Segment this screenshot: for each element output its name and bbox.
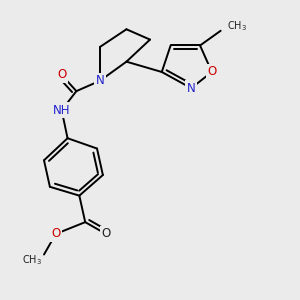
Text: CH$_3$: CH$_3$ xyxy=(22,254,42,267)
Text: O: O xyxy=(57,68,66,81)
Text: N: N xyxy=(187,82,196,95)
Text: O: O xyxy=(101,227,110,240)
Text: CH$_3$: CH$_3$ xyxy=(227,20,247,33)
Text: O: O xyxy=(207,65,217,79)
Text: NH: NH xyxy=(53,104,70,117)
Text: N: N xyxy=(96,74,104,87)
Text: O: O xyxy=(51,227,60,240)
